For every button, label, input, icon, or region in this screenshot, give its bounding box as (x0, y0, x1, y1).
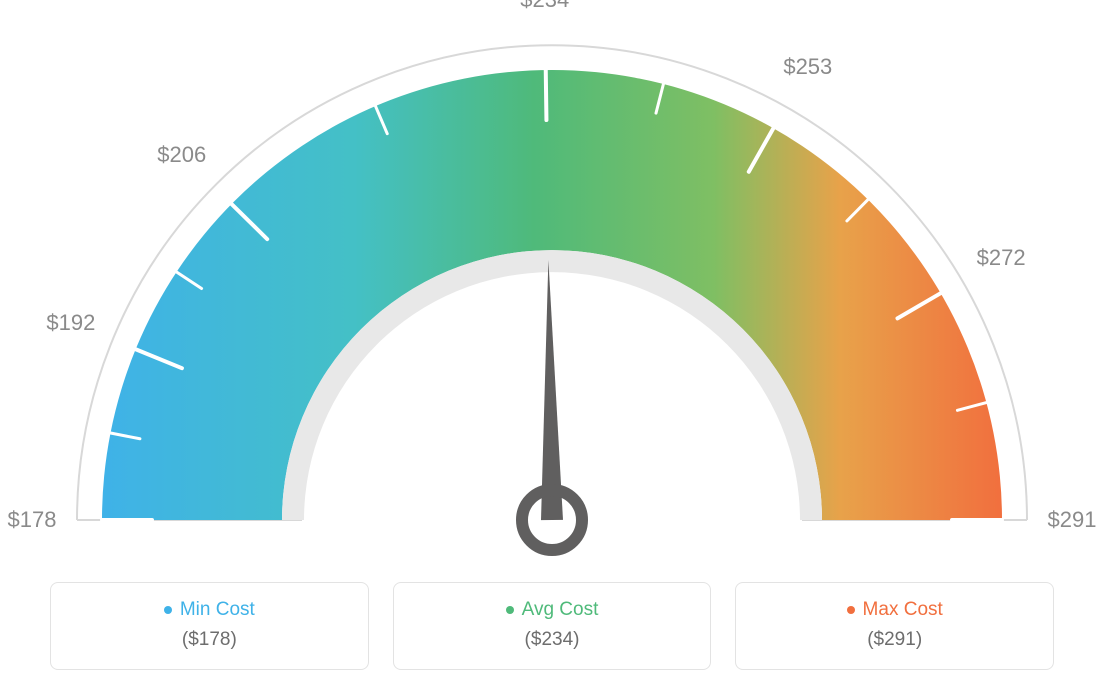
legend-label-min: Min Cost (180, 599, 255, 621)
legend-title-max: Max Cost (847, 599, 943, 621)
gauge-svg (0, 0, 1104, 560)
legend-title-min: Min Cost (164, 599, 255, 621)
legend-value-min: ($178) (71, 629, 348, 651)
legend-card-avg: Avg Cost ($234) (393, 582, 712, 670)
legend-title-avg: Avg Cost (506, 599, 599, 621)
gauge-tick-label: $206 (157, 142, 206, 168)
legend-dot-min (164, 606, 172, 614)
legend-value-avg: ($234) (414, 629, 691, 651)
legend-row: Min Cost ($178) Avg Cost ($234) Max Cost… (50, 582, 1054, 670)
gauge-tick-label: $234 (520, 0, 569, 13)
legend-card-min: Min Cost ($178) (50, 582, 369, 670)
legend-dot-max (847, 606, 855, 614)
gauge-tick-label: $253 (783, 54, 832, 80)
legend-value-max: ($291) (756, 629, 1033, 651)
legend-dot-avg (506, 606, 514, 614)
legend-card-max: Max Cost ($291) (735, 582, 1054, 670)
legend-label-max: Max Cost (863, 599, 943, 621)
gauge-tick-label: $291 (1048, 507, 1097, 533)
gauge-chart: $178 $192 $206 $234 $253 $272 $291 (0, 0, 1104, 560)
gauge-tick-label: $192 (46, 310, 95, 336)
gauge-tick-label: $272 (977, 245, 1026, 271)
gauge-tick-label: $178 (8, 507, 57, 533)
legend-label-avg: Avg Cost (522, 599, 599, 621)
